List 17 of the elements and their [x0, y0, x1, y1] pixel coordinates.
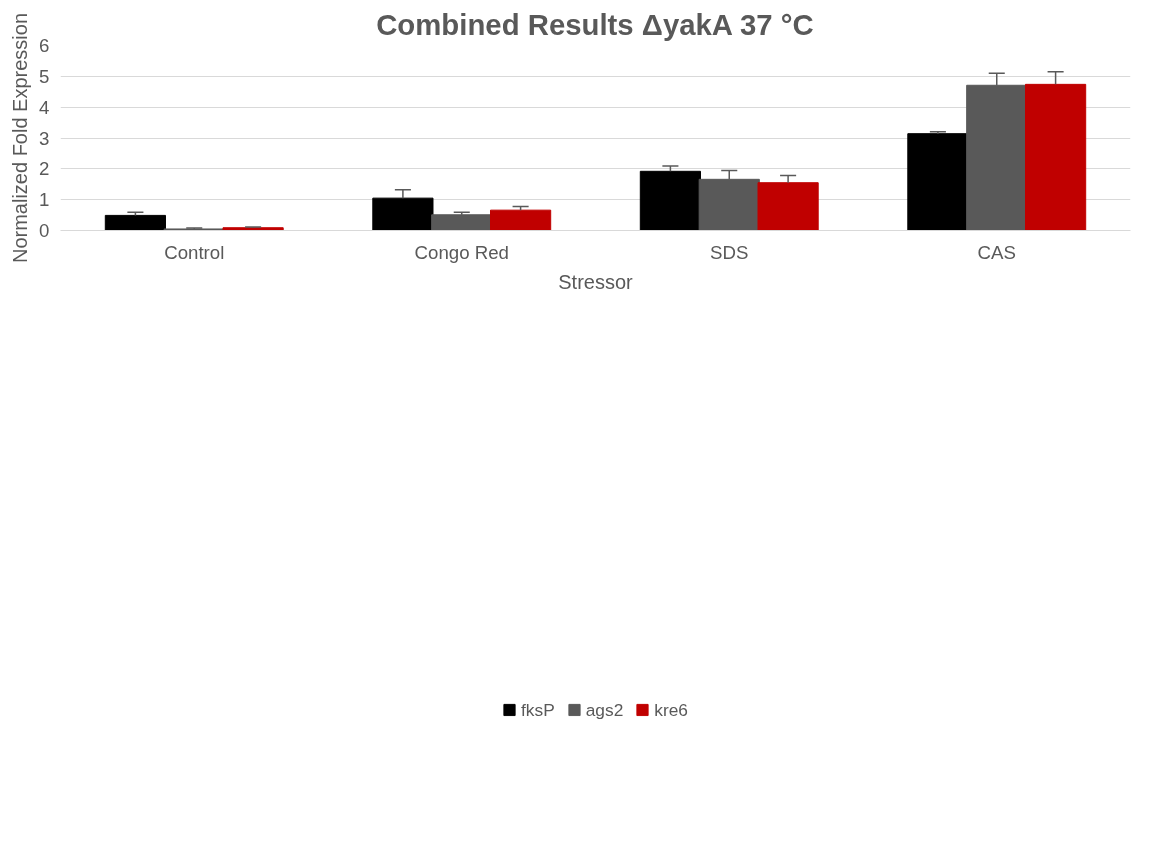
x-tick-label: Control — [164, 241, 225, 263]
y-axis-title: Normalized Fold Expression — [9, 12, 32, 264]
y-tick-label: 5 — [39, 65, 50, 87]
y-tick-label: 0 — [39, 220, 50, 241]
legend-label: ags2 — [585, 699, 624, 721]
x-tick-label: CAS — [977, 241, 1016, 263]
y-tick-label: 6 — [39, 35, 50, 56]
legend-label: fksP — [521, 699, 555, 721]
x-tick-label: SDS — [710, 241, 749, 263]
y-tick-label: 1 — [39, 189, 50, 211]
y-tick-label: 2 — [39, 158, 50, 180]
legend-label: kre6 — [654, 699, 688, 721]
x-axis-title: Stressor — [558, 270, 634, 293]
y-tick-label: 4 — [39, 96, 50, 118]
y-tick-label: 3 — [39, 127, 50, 149]
chart-title: Combined Results ΔyakA 37 °C — [376, 7, 814, 41]
x-tick-label: Congo Red — [414, 241, 509, 263]
